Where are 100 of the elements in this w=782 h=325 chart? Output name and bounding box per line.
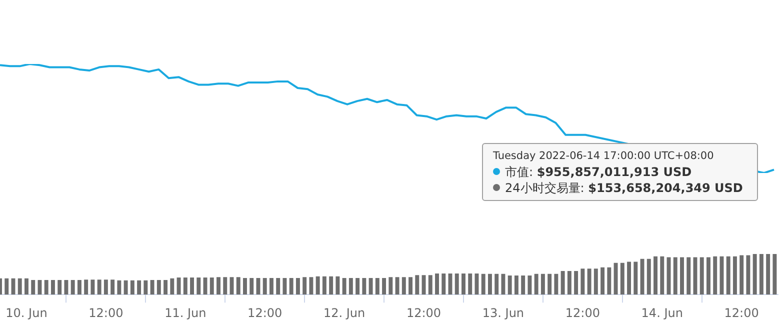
bar (362, 278, 366, 295)
bar (720, 256, 724, 295)
x-tick-label: 12:00 (88, 306, 124, 320)
bar (302, 277, 307, 295)
bar (540, 274, 545, 295)
bar (24, 278, 28, 295)
bar (77, 280, 82, 295)
bar (594, 268, 598, 295)
bar (322, 276, 326, 295)
bar (150, 280, 154, 295)
bar (183, 278, 188, 295)
bar (700, 257, 704, 295)
bar (176, 278, 181, 295)
bar (170, 278, 174, 295)
bar (680, 257, 684, 295)
bar (607, 267, 612, 295)
x-tick-label: 12. Jun (323, 306, 366, 320)
bar (646, 258, 651, 295)
x-tick-label: 12:00 (248, 306, 282, 320)
bar (368, 278, 373, 295)
bar (137, 280, 142, 295)
bar (124, 280, 128, 295)
annotation: Tuesday 2022-06-14 17:00:00 UTC+08:00 (493, 150, 715, 162)
bar (156, 280, 161, 295)
bar (117, 280, 122, 295)
bar (732, 256, 737, 295)
bar (31, 280, 36, 295)
x-tick-label: 11. Jun (164, 306, 206, 320)
bar (442, 273, 446, 295)
tooltip-box: Tuesday 2022-06-14 17:00:00 UTC+08:00 市值: $955,857,011,913 USD 24小时交易量: $153,658,204,349 USD (482, 143, 758, 201)
bar (766, 254, 770, 295)
bar (514, 276, 518, 295)
bar (554, 274, 558, 295)
bar (282, 278, 287, 295)
bar (402, 277, 406, 295)
bar (468, 273, 472, 295)
bar (164, 280, 168, 295)
bar (706, 257, 710, 295)
bar (342, 278, 346, 295)
bar (50, 280, 55, 295)
bar (528, 276, 532, 295)
bar (309, 277, 314, 295)
bar (58, 280, 62, 295)
bar (289, 278, 294, 295)
bar (348, 278, 353, 295)
bar (488, 274, 492, 295)
bar (395, 277, 400, 295)
bar (90, 280, 95, 295)
bar (435, 273, 439, 295)
bar (382, 278, 386, 295)
x-tick-label: 12:00 (406, 306, 442, 320)
bar (587, 268, 592, 295)
x-tick-label: 10. Jun (6, 306, 48, 320)
bar (356, 278, 360, 295)
bar (654, 256, 658, 295)
bar (110, 280, 115, 295)
bar (614, 262, 618, 295)
bar (567, 271, 572, 295)
bar (236, 277, 240, 295)
bar (4, 278, 9, 295)
bar (196, 278, 201, 295)
bar (44, 280, 48, 295)
bar (627, 262, 632, 295)
bar (600, 267, 605, 295)
bar (336, 276, 340, 295)
bar (250, 278, 254, 295)
bar (190, 278, 194, 295)
bar (256, 278, 260, 295)
bar (130, 280, 134, 295)
bar (38, 280, 42, 295)
bar (660, 256, 664, 295)
bar (752, 254, 757, 295)
bar (580, 268, 585, 295)
bar (534, 274, 538, 295)
bar (474, 273, 479, 295)
x-tick-label: 12:00 (724, 306, 759, 320)
bar (104, 280, 108, 295)
bar (329, 276, 334, 295)
bar (772, 254, 777, 295)
bar (316, 276, 320, 295)
x-tick-label: 14. Jun (641, 306, 683, 320)
bar (521, 276, 526, 295)
bar (216, 277, 220, 295)
bar (144, 280, 148, 295)
bar (746, 255, 750, 295)
bar (548, 274, 552, 295)
x-tick-label: 13. Jun (482, 306, 524, 320)
bar (462, 273, 466, 295)
bar (243, 278, 247, 295)
bar (508, 276, 512, 295)
bar (740, 255, 744, 295)
bar (759, 254, 764, 295)
bar (210, 278, 214, 295)
bar (84, 280, 88, 295)
bar (64, 280, 68, 295)
bar (686, 257, 691, 295)
bar (454, 273, 459, 295)
bar (494, 274, 499, 295)
bar (428, 275, 432, 295)
bar (262, 278, 267, 295)
